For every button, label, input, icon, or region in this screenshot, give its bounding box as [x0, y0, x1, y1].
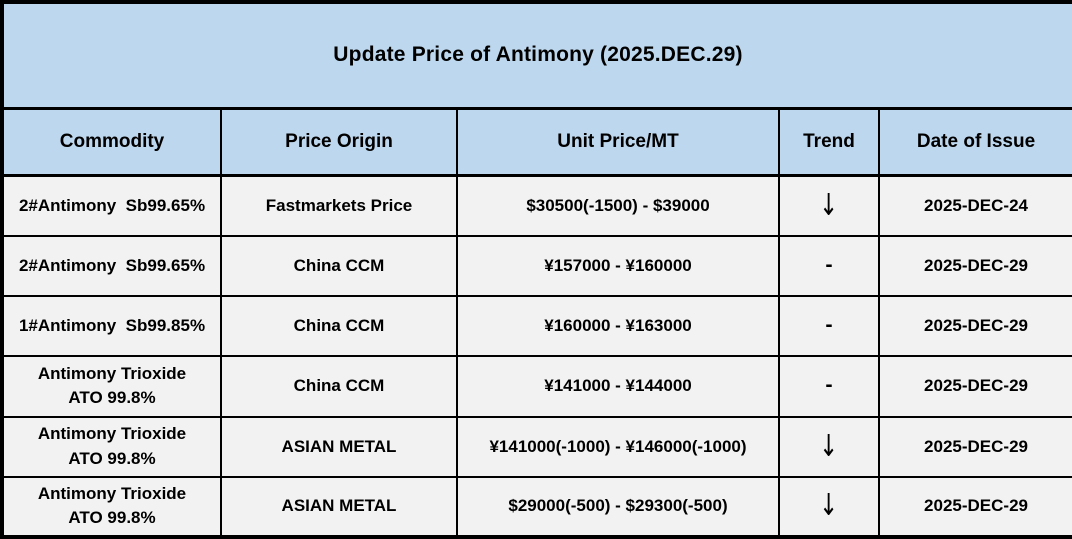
commodity-cell: 2#Antimony Sb99.65%: [1, 234, 222, 298]
price-origin-cell: ASIAN METAL: [220, 415, 458, 478]
trend-icon: -: [825, 375, 833, 397]
unit-price-value: $30500(-1500) - $39000: [526, 196, 710, 215]
date-of-issue-value: 2025-DEC-29: [924, 436, 1028, 456]
commodity-label: 2#Antimony Sb99.65%: [18, 255, 206, 275]
date-of-issue-value: 2025-DEC-29: [924, 255, 1028, 275]
column-header-trend: Trend: [778, 107, 880, 178]
column-header-price-origin: Price Origin: [220, 107, 458, 178]
date-of-issue-cell: 2025-DEC-24: [877, 174, 1072, 237]
price-origin-label: China CCM: [293, 376, 385, 396]
unit-price-value: ¥157000 - ¥160000: [544, 255, 692, 275]
trend-cell: -: [778, 234, 880, 298]
header-row: Commodity Price Origin Unit Price/MT Tre…: [1, 107, 1072, 178]
trend-cell: -: [778, 355, 880, 418]
trend-icon: ↓: [819, 188, 839, 223]
date-of-issue-cell: 2025-DEC-29: [877, 295, 1072, 358]
table-row: 2#Antimony Sb99.65% Fastmarkets Price $3…: [1, 174, 1072, 237]
date-of-issue-value: 2025-DEC-29: [924, 496, 1028, 516]
table-row: 2#Antimony Sb99.65% China CCM ¥157000 - …: [1, 234, 1072, 298]
commodity-cell: 1#Antimony Sb99.85%: [1, 295, 222, 358]
unit-price-value: $29000(-500) - $29300(-500): [508, 496, 728, 516]
column-header-unit-price: Unit Price/MT: [456, 107, 780, 178]
unit-price-cell: $29000(-500) - $29300(-500): [456, 475, 780, 539]
date-of-issue-cell: 2025-DEC-29: [877, 234, 1072, 298]
date-of-issue-value: 2025-DEC-29: [924, 376, 1028, 396]
price-origin-cell: ASIAN METAL: [220, 475, 458, 539]
table-row: Antimony Trioxide ATO 99.8% ASIAN METAL …: [1, 415, 1072, 478]
price-origin-label: China CCM: [293, 316, 385, 336]
unit-price-value: ¥141000 - ¥144000: [544, 376, 692, 396]
price-origin-label: Fastmarkets Price: [265, 196, 413, 215]
unit-price-cell: $30500(-1500) - $39000: [456, 174, 780, 237]
title-row: Update Price of Antimony (2025.DEC.29): [0, 0, 1072, 110]
column-header-date-of-issue: Date of Issue: [877, 107, 1072, 178]
price-origin-cell: Fastmarkets Price: [220, 174, 458, 237]
trend-cell: ↓: [778, 174, 880, 237]
unit-price-value: ¥141000(-1000) - ¥146000(-1000): [489, 436, 747, 456]
commodity-cell: Antimony Trioxide ATO 99.8%: [1, 355, 222, 418]
commodity-cell: Antimony Trioxide ATO 99.8%: [1, 415, 222, 478]
date-of-issue-cell: 2025-DEC-29: [877, 475, 1072, 539]
commodity-label: Antimony Trioxide ATO 99.8%: [37, 363, 187, 408]
date-of-issue-cell: 2025-DEC-29: [877, 415, 1072, 478]
price-origin-label: China CCM: [293, 255, 385, 275]
price-origin-label: ASIAN METAL: [281, 436, 397, 456]
price-origin-label: ASIAN METAL: [281, 496, 397, 516]
trend-cell: ↓: [778, 475, 880, 539]
date-of-issue-value: 2025-DEC-29: [924, 316, 1028, 336]
trend-icon: -: [825, 315, 833, 337]
trend-cell: ↓: [778, 415, 880, 478]
date-of-issue-value: 2025-DEC-24: [924, 196, 1028, 215]
commodity-cell: 2#Antimony Sb99.65%: [1, 174, 222, 237]
page-title: Update Price of Antimony (2025.DEC.29): [0, 0, 1072, 110]
unit-price-cell: ¥141000(-1000) - ¥146000(-1000): [456, 415, 780, 478]
table-row: Antimony Trioxide ATO 99.8% ASIAN METAL …: [1, 475, 1072, 539]
date-of-issue-cell: 2025-DEC-29: [877, 355, 1072, 418]
unit-price-value: ¥160000 - ¥163000: [544, 316, 692, 336]
trend-icon: ↓: [819, 428, 839, 464]
price-origin-cell: China CCM: [220, 295, 458, 358]
unit-price-cell: ¥141000 - ¥144000: [456, 355, 780, 418]
commodity-label: 1#Antimony Sb99.85%: [18, 315, 206, 335]
commodity-cell: Antimony Trioxide ATO 99.8%: [1, 475, 222, 539]
commodity-label: 2#Antimony Sb99.65%: [18, 195, 206, 215]
trend-icon: ↓: [819, 488, 839, 524]
price-origin-cell: China CCM: [220, 355, 458, 418]
column-header-commodity: Commodity: [1, 107, 222, 178]
trend-cell: -: [778, 295, 880, 358]
unit-price-cell: ¥160000 - ¥163000: [456, 295, 780, 358]
unit-price-cell: ¥157000 - ¥160000: [456, 234, 780, 298]
commodity-label: Antimony Trioxide ATO 99.8%: [37, 423, 187, 468]
price-origin-cell: China CCM: [220, 234, 458, 298]
table-row: Antimony Trioxide ATO 99.8% China CCM ¥1…: [1, 355, 1072, 418]
table-row: 1#Antimony Sb99.85% China CCM ¥160000 - …: [1, 295, 1072, 358]
commodity-label: Antimony Trioxide ATO 99.8%: [37, 483, 187, 528]
trend-icon: -: [825, 254, 833, 276]
